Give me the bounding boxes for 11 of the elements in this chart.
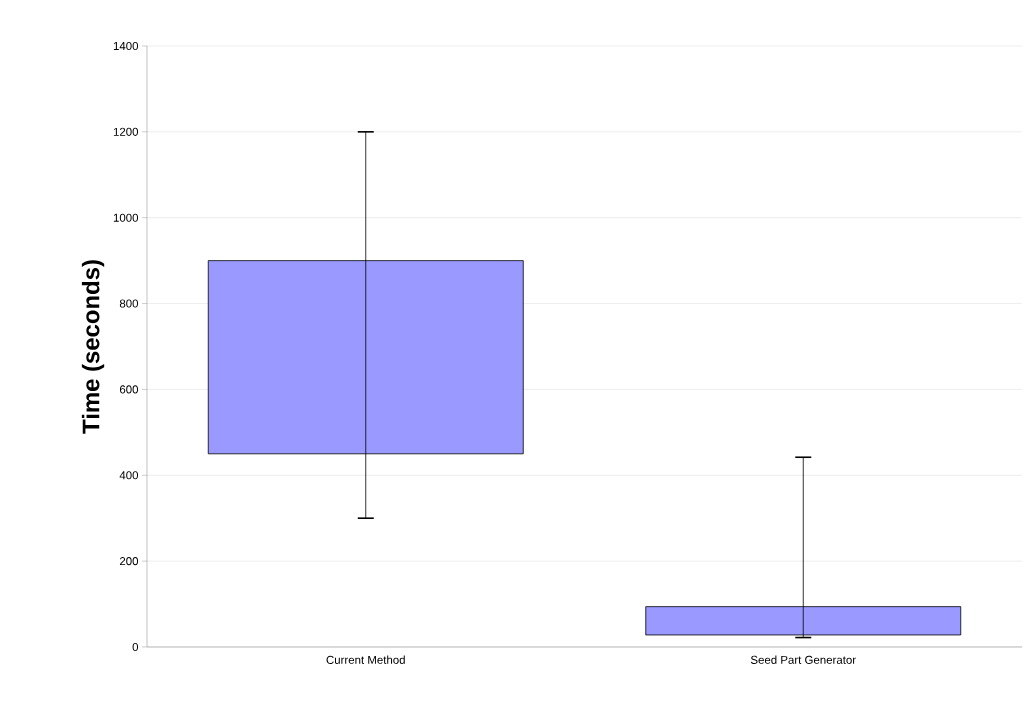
y-tick-label: 600 bbox=[119, 385, 139, 394]
y-tick-label: 1400 bbox=[113, 41, 139, 51]
y-axis-title: Time (seconds) bbox=[81, 260, 105, 434]
y-tick-label: 1000 bbox=[113, 213, 139, 222]
y-tick-label: 400 bbox=[119, 471, 139, 480]
y-tick-label: 200 bbox=[119, 557, 139, 566]
y-tick-label: 1200 bbox=[113, 127, 139, 136]
x-tick-label: Current Method bbox=[326, 655, 405, 664]
y-tick-label: 800 bbox=[119, 299, 139, 308]
y-tick-label: 0 bbox=[132, 642, 139, 652]
x-tick-label: Seed Part Generator bbox=[750, 655, 856, 664]
